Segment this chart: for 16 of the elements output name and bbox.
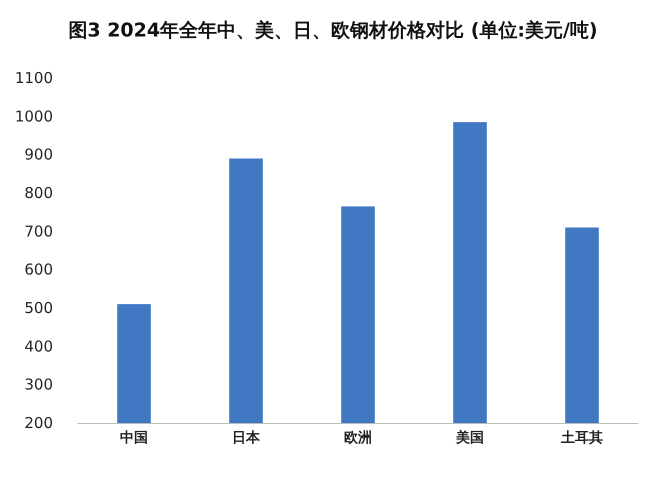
x-tick-label: 土耳其 [560,430,603,446]
x-tick-label: 日本 [232,430,261,446]
y-tick-label: 1100 [14,69,53,87]
y-tick-label: 500 [24,299,53,317]
y-tick-label: 800 [24,184,53,202]
y-tick-label: 1000 [14,107,53,126]
y-tick-label: 600 [24,260,53,279]
x-tick-label: 中国 [120,430,148,446]
x-tick-label: 美国 [455,429,484,446]
y-tick-label: 900 [24,146,53,164]
y-tick-label: 300 [24,376,53,394]
chart-title: 图3 2024年全年中、美、日、欧钢材价格对比 (单位:美元/吨) [68,20,598,42]
y-tick-label: 700 [24,222,53,240]
x-tick-label: 欧洲 [344,430,372,446]
y-tick-label: 400 [24,337,53,356]
y-tick-label: 200 [24,414,53,432]
